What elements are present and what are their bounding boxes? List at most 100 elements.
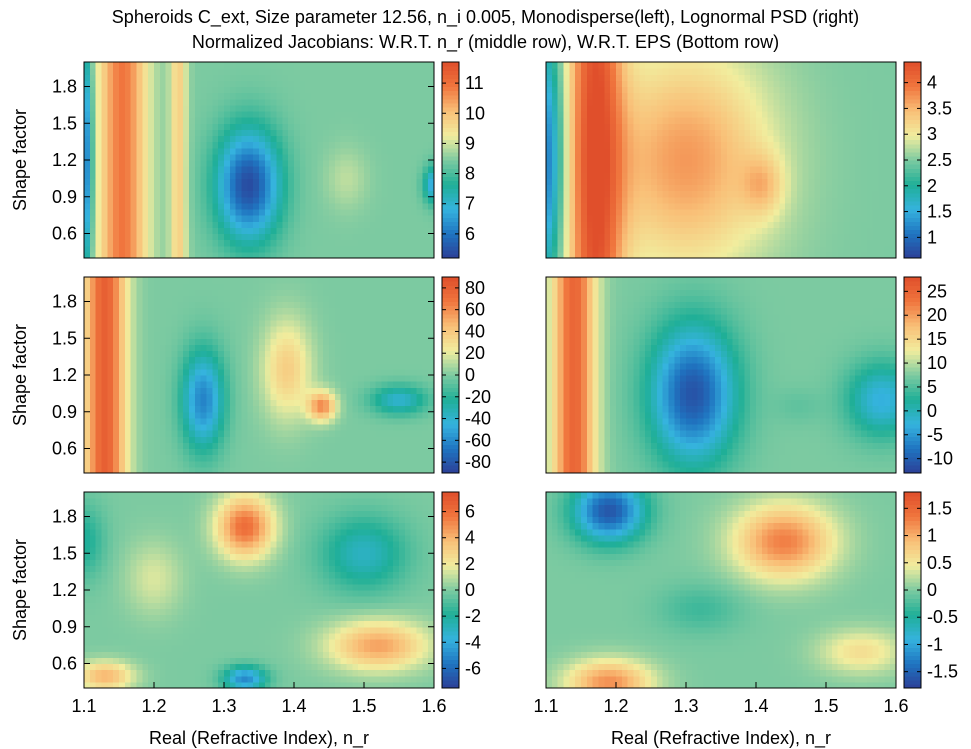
heatmap-cell <box>820 209 827 216</box>
heatmap-cell <box>364 135 371 143</box>
heatmap-cell <box>761 74 769 81</box>
heatmap-cell <box>767 68 775 75</box>
heatmap-cell <box>107 62 114 69</box>
heatmap-cell <box>399 74 406 81</box>
heatmap-cell <box>662 129 670 137</box>
heatmap-cell <box>399 221 406 228</box>
heatmap-cell <box>639 221 646 228</box>
heatmap-cell <box>288 147 295 155</box>
heatmap-cell <box>627 92 635 100</box>
heatmap-cell <box>598 160 605 167</box>
heatmap-cell <box>171 117 178 124</box>
heatmap-cell <box>241 92 248 100</box>
heatmap-cell <box>113 350 120 358</box>
heatmap-cell <box>808 147 815 155</box>
heatmap-cell <box>592 251 600 259</box>
heatmap-cell <box>270 196 278 204</box>
heatmap-cell <box>563 92 570 100</box>
heatmap-cell <box>861 166 868 173</box>
heatmap-cell <box>305 111 313 118</box>
heatmap-cell <box>586 80 594 88</box>
heatmap-cell <box>890 86 897 94</box>
heatmap-cell <box>773 172 780 179</box>
heatmap-cell <box>189 338 196 345</box>
heatmap-cell <box>206 209 213 216</box>
heatmap-cell <box>165 417 173 425</box>
heatmap-cell <box>785 62 792 69</box>
heatmap-cell <box>264 202 272 210</box>
heatmap-cell <box>791 178 798 186</box>
heatmap-cell <box>773 221 780 228</box>
heatmap-cell <box>627 117 635 124</box>
heatmap-cell <box>837 251 845 259</box>
heatmap-cell <box>849 251 856 259</box>
heatmap-cell <box>557 141 565 149</box>
heatmap-cell <box>878 245 885 253</box>
heatmap-cell <box>616 172 623 179</box>
heatmap-cell <box>253 215 260 222</box>
heatmap-cell <box>107 411 114 419</box>
heatmap-cell <box>311 117 318 124</box>
heatmap-cell <box>270 141 278 149</box>
heatmap-cell <box>779 209 786 216</box>
heatmap-cell <box>136 295 143 303</box>
heatmap-cell <box>124 283 132 290</box>
heatmap-cell <box>224 111 231 118</box>
heatmap-cell <box>662 135 670 143</box>
heatmap-cell <box>259 368 266 376</box>
heatmap-cell <box>224 381 231 388</box>
heatmap-cell <box>767 74 775 81</box>
heatmap-cell <box>352 92 359 100</box>
heatmap-cell <box>276 184 283 192</box>
heatmap-cell <box>119 436 126 443</box>
heatmap-cell <box>148 196 155 204</box>
heatmap-cell <box>334 233 342 241</box>
heatmap-cell <box>861 239 868 247</box>
heatmap-cell <box>177 417 184 425</box>
heatmap-cell <box>142 166 149 173</box>
heatmap-cell <box>329 123 336 130</box>
heatmap-cell <box>416 190 423 198</box>
heatmap-cell <box>218 338 225 345</box>
heatmap-cell <box>592 123 600 130</box>
heatmap-cell <box>592 202 600 210</box>
heatmap-cell <box>113 387 120 394</box>
heatmap-cell <box>785 68 792 75</box>
heatmap-cell <box>680 86 687 94</box>
heatmap-cell <box>785 190 792 198</box>
heatmap-cell <box>831 153 839 161</box>
heatmap-cell <box>621 178 629 186</box>
heatmap-cell <box>189 411 196 419</box>
heatmap-cell <box>124 123 132 130</box>
heatmap-cell <box>796 245 804 253</box>
heatmap-cell <box>563 160 570 167</box>
heatmap-cell <box>171 313 178 321</box>
heatmap-cell <box>142 123 149 130</box>
heatmap-cell <box>732 92 740 100</box>
heatmap-cell <box>861 160 868 167</box>
heatmap-cell <box>843 227 850 235</box>
heatmap-cell <box>592 184 600 192</box>
heatmap-cell <box>142 332 149 339</box>
heatmap-cell <box>387 147 394 155</box>
heatmap-cell <box>592 92 600 100</box>
heatmap-cell <box>282 98 289 106</box>
heatmap-cell <box>726 111 734 118</box>
heatmap-cell <box>200 221 208 228</box>
heatmap-cell <box>177 62 184 69</box>
heatmap-cell <box>820 123 827 130</box>
heatmap-cell <box>686 80 693 88</box>
heatmap-cell <box>878 196 885 204</box>
heatmap-cell <box>592 117 600 124</box>
heatmap-cell <box>831 74 839 81</box>
heatmap-cell <box>364 202 371 210</box>
heatmap-cell <box>101 141 108 149</box>
heatmap-cell <box>107 393 114 401</box>
heatmap-cell <box>247 417 254 425</box>
heatmap-cell <box>154 74 161 81</box>
heatmap-cell <box>136 344 143 352</box>
heatmap-cell <box>569 178 576 186</box>
heatmap-cell <box>843 111 850 118</box>
heatmap-cell <box>410 178 418 186</box>
heatmap-cell <box>84 295 91 303</box>
